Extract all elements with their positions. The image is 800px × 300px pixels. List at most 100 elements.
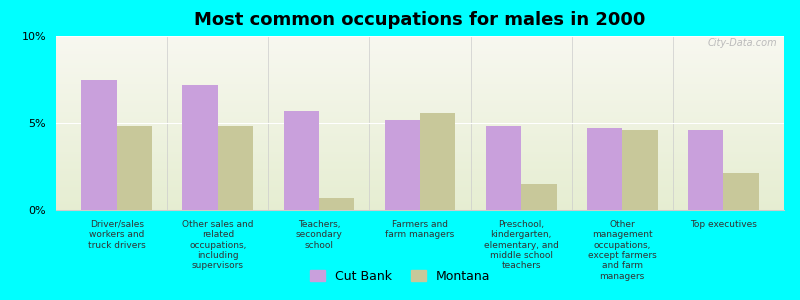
Bar xyxy=(56,208,784,210)
Bar xyxy=(56,119,784,121)
Bar xyxy=(283,111,319,210)
Bar xyxy=(82,80,117,210)
Bar xyxy=(56,118,784,119)
Bar xyxy=(622,130,658,210)
Bar xyxy=(56,179,784,180)
Bar xyxy=(56,151,784,153)
Bar xyxy=(56,175,784,177)
Bar xyxy=(56,111,784,112)
Bar xyxy=(56,48,784,50)
Bar xyxy=(56,189,784,191)
Bar xyxy=(688,130,723,210)
Bar xyxy=(56,53,784,55)
Bar xyxy=(56,99,784,100)
Bar xyxy=(56,78,784,80)
Bar xyxy=(56,160,784,161)
Bar xyxy=(56,205,784,206)
Bar xyxy=(56,188,784,189)
Bar xyxy=(56,203,784,205)
Bar xyxy=(56,74,784,76)
Bar xyxy=(56,154,784,156)
Bar xyxy=(56,123,784,125)
Bar xyxy=(56,41,784,43)
Bar xyxy=(56,69,784,71)
Bar xyxy=(56,67,784,69)
Bar xyxy=(182,85,218,210)
Bar xyxy=(56,92,784,93)
Text: City-Data.com: City-Data.com xyxy=(707,38,777,48)
Bar xyxy=(56,130,784,132)
Bar xyxy=(56,128,784,130)
Bar xyxy=(56,66,784,67)
Bar xyxy=(56,85,784,86)
Bar xyxy=(56,43,784,45)
Bar xyxy=(56,90,784,92)
Bar xyxy=(56,156,784,158)
Bar xyxy=(56,194,784,196)
Bar xyxy=(56,198,784,200)
Bar xyxy=(56,165,784,167)
Bar xyxy=(56,95,784,97)
Bar xyxy=(56,153,784,154)
Bar xyxy=(56,173,784,175)
Bar xyxy=(56,196,784,198)
Bar xyxy=(56,57,784,58)
Bar xyxy=(56,40,784,41)
Bar xyxy=(56,38,784,40)
Bar xyxy=(56,116,784,118)
Bar xyxy=(56,80,784,81)
Bar xyxy=(56,125,784,127)
Bar xyxy=(56,184,784,186)
Bar xyxy=(319,198,354,210)
Bar xyxy=(587,128,622,210)
Bar xyxy=(56,97,784,99)
Bar xyxy=(56,83,784,85)
Bar xyxy=(56,100,784,102)
Bar xyxy=(56,112,784,114)
Bar xyxy=(385,119,420,210)
Title: Most common occupations for males in 2000: Most common occupations for males in 200… xyxy=(194,11,646,29)
Bar xyxy=(56,168,784,170)
Bar xyxy=(56,114,784,116)
Bar xyxy=(56,88,784,90)
Bar xyxy=(56,107,784,109)
Bar xyxy=(56,135,784,137)
Bar xyxy=(56,50,784,52)
Bar xyxy=(56,146,784,147)
Bar xyxy=(56,52,784,53)
Bar xyxy=(56,45,784,46)
Bar xyxy=(56,93,784,95)
Bar xyxy=(56,36,784,38)
Legend: Cut Bank, Montana: Cut Bank, Montana xyxy=(305,265,495,288)
Bar xyxy=(56,127,784,128)
Bar xyxy=(420,112,455,210)
Bar xyxy=(56,121,784,123)
Bar xyxy=(56,132,784,134)
Bar xyxy=(56,161,784,163)
Bar xyxy=(56,104,784,106)
Bar xyxy=(56,142,784,144)
Bar xyxy=(56,140,784,142)
Bar xyxy=(56,186,784,188)
Bar xyxy=(56,144,784,146)
Bar xyxy=(56,134,784,135)
Bar xyxy=(56,46,784,48)
Bar xyxy=(486,127,521,210)
Bar xyxy=(56,64,784,66)
Bar xyxy=(218,127,253,210)
Bar xyxy=(56,106,784,107)
Bar xyxy=(56,163,784,165)
Bar xyxy=(56,62,784,64)
Bar xyxy=(56,55,784,57)
Bar xyxy=(56,177,784,179)
Bar xyxy=(56,193,784,194)
Bar xyxy=(117,127,152,210)
Bar xyxy=(56,137,784,139)
Bar xyxy=(56,201,784,203)
Bar xyxy=(56,167,784,168)
Bar xyxy=(56,81,784,83)
Bar xyxy=(723,173,758,210)
Bar xyxy=(56,180,784,182)
Bar xyxy=(56,191,784,193)
Bar xyxy=(56,71,784,73)
